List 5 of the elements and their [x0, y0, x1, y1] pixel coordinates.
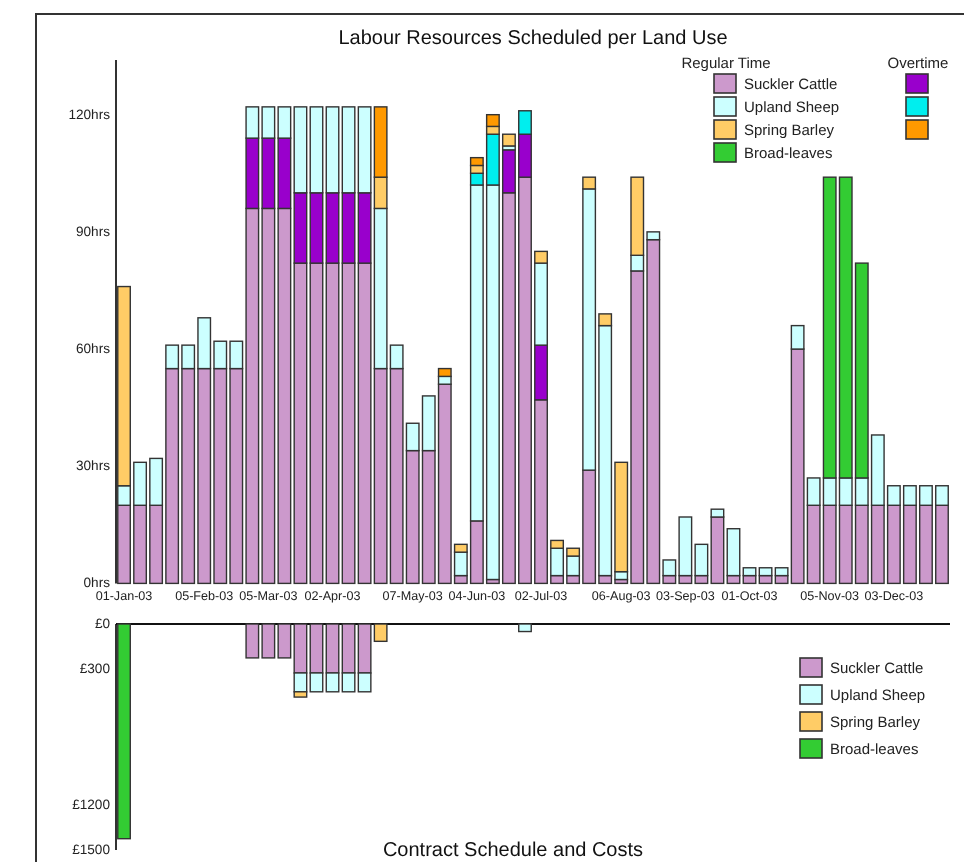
bar [485, 113, 500, 128]
bar [437, 367, 452, 378]
bar [518, 623, 532, 633]
text: Contract Schedule and Costs [382, 840, 644, 862]
chart-title: Labour Resources Scheduled per Land Use [338, 28, 729, 50]
